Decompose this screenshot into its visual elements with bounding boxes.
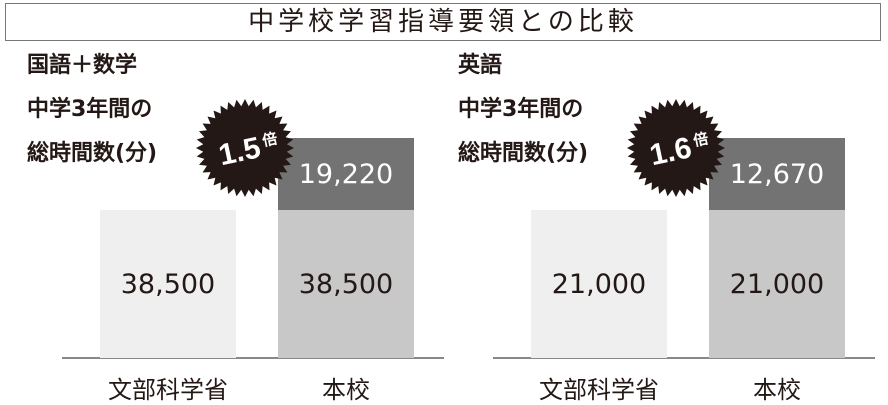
bar-base: 38,500 (278, 210, 414, 358)
chart-subject-label: 国語＋数学 中学3年間の 総時間数(分) (27, 53, 158, 166)
chart-2: 英語 中学3年間の 総時間数(分) 21,000 文部科学省 21,000 12,670 本校… (431, 0, 875, 404)
bar-base: 21,000 (709, 210, 845, 358)
bar-extra: 12,670 (709, 138, 845, 210)
chart-1: 国語＋数学 中学3年間の 総時間数(分) 38,500 文部科学省 38,500 19,22… (0, 0, 444, 404)
starburst-shape (196, 99, 294, 197)
starburst-shape (627, 99, 725, 197)
ratio-badge: 1.5倍 (196, 99, 294, 197)
badge-unit: 倍 (692, 129, 710, 150)
category-label: 文部科学省 (108, 376, 228, 404)
chart-subject-label: 英語 中学3年間の 総時間数(分) (458, 53, 589, 166)
x-axis (62, 357, 444, 359)
badge-unit: 倍 (261, 129, 279, 150)
bar-base: 21,000 (531, 210, 667, 358)
bar-extra: 19,220 (278, 138, 414, 210)
x-axis (493, 357, 875, 359)
category-label: 文部科学省 (539, 376, 659, 404)
chart-title: 中学校学習指導要領との比較 (5, 3, 881, 41)
category-label: 本校 (753, 376, 801, 404)
category-label: 本校 (322, 376, 370, 404)
bar-base: 38,500 (100, 210, 236, 358)
ratio-badge: 1.6倍 (627, 99, 725, 197)
